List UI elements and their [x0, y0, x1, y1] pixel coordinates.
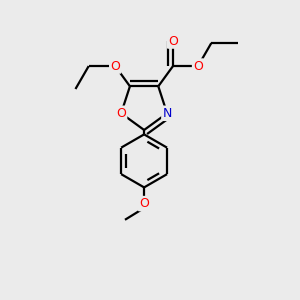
Text: O: O: [139, 197, 149, 210]
Text: O: O: [110, 60, 120, 73]
Text: O: O: [116, 107, 126, 120]
Text: O: O: [168, 34, 178, 47]
Text: O: O: [193, 60, 203, 73]
Text: N: N: [162, 107, 172, 120]
